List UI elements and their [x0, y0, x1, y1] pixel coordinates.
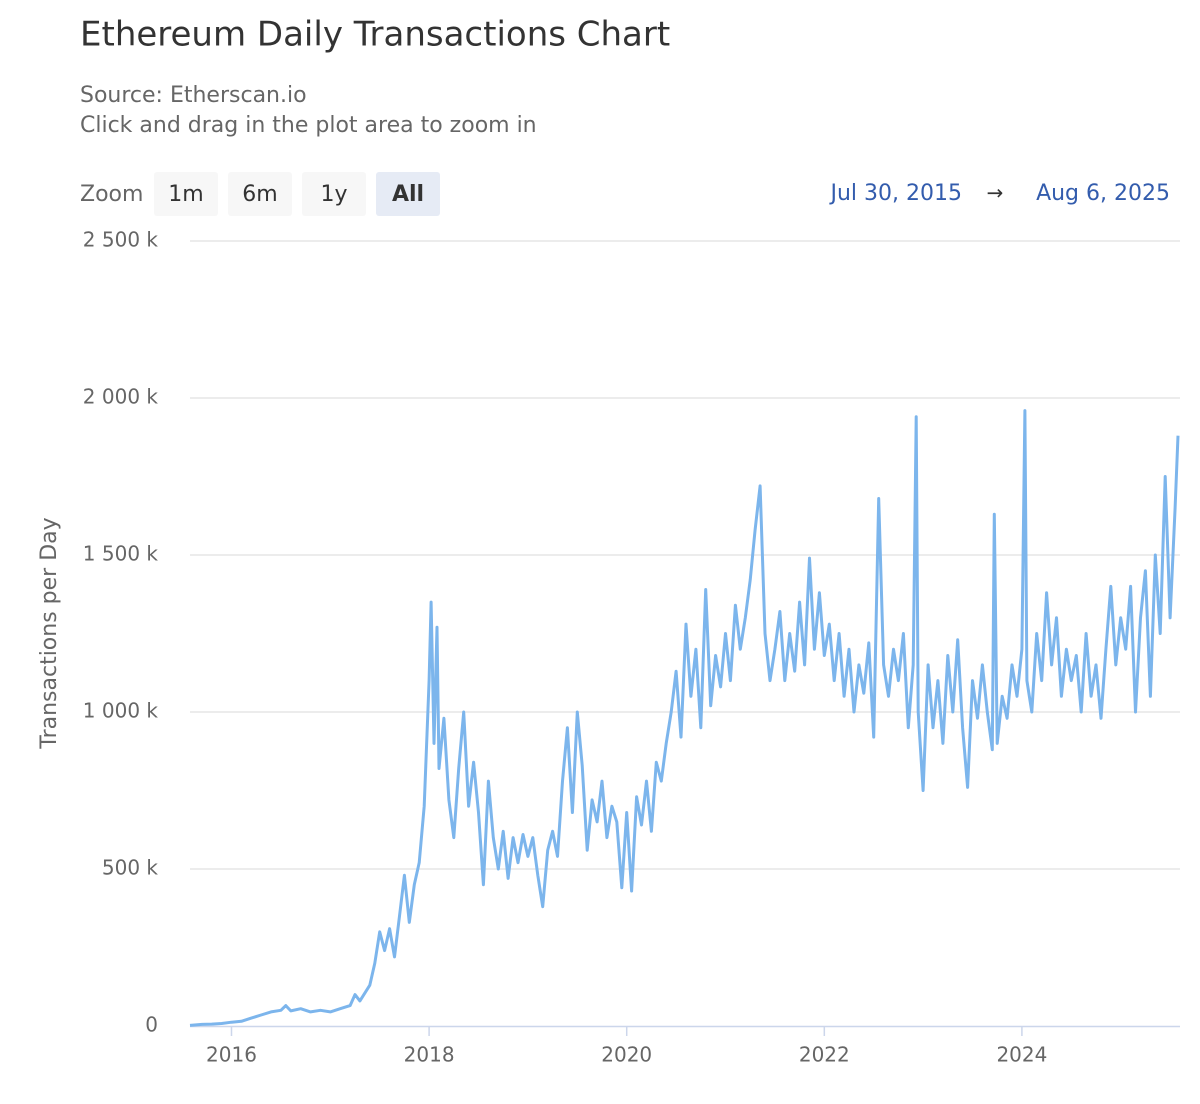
subtitle: Source: Etherscan.io: [80, 83, 307, 108]
range-separator: →: [987, 181, 1004, 205]
x-tick-label: 2018: [404, 1043, 455, 1067]
zoom-button-label[interactable]: 1y: [320, 182, 347, 207]
zoom-button[interactable]: [376, 172, 440, 216]
y-tick-label: 500 k: [102, 856, 159, 880]
zoom-button-label[interactable]: 6m: [242, 182, 277, 207]
zoom-button-label[interactable]: All: [392, 182, 424, 207]
zoom-button[interactable]: [228, 172, 292, 216]
y-axis-title: Transactions per Day: [37, 517, 62, 749]
data-line: [189, 409, 1180, 1027]
y-tick-label: 0: [145, 1013, 158, 1037]
zoom-button[interactable]: [302, 172, 366, 216]
zoom-button-label[interactable]: 1m: [168, 182, 203, 207]
zoom-button[interactable]: [154, 172, 218, 216]
y-tick-label: 2 000 k: [83, 385, 159, 409]
chart-title: Ethereum Daily Transactions Chart: [80, 15, 670, 55]
y-tick-label: 1 500 k: [83, 542, 159, 566]
range-from[interactable]: Jul 30, 2015: [828, 181, 962, 206]
x-tick-label: 2016: [206, 1043, 257, 1067]
subtitle: Click and drag in the plot area to zoom …: [80, 113, 537, 138]
x-tick-label: 2024: [996, 1043, 1047, 1067]
y-tick-label: 1 000 k: [83, 699, 159, 723]
x-tick-label: 2020: [601, 1043, 652, 1067]
range-to[interactable]: Aug 6, 2025: [1036, 181, 1170, 206]
y-tick-label: 2 500 k: [83, 228, 159, 252]
zoom-label: Zoom: [80, 182, 143, 207]
x-tick-label: 2022: [799, 1043, 850, 1067]
